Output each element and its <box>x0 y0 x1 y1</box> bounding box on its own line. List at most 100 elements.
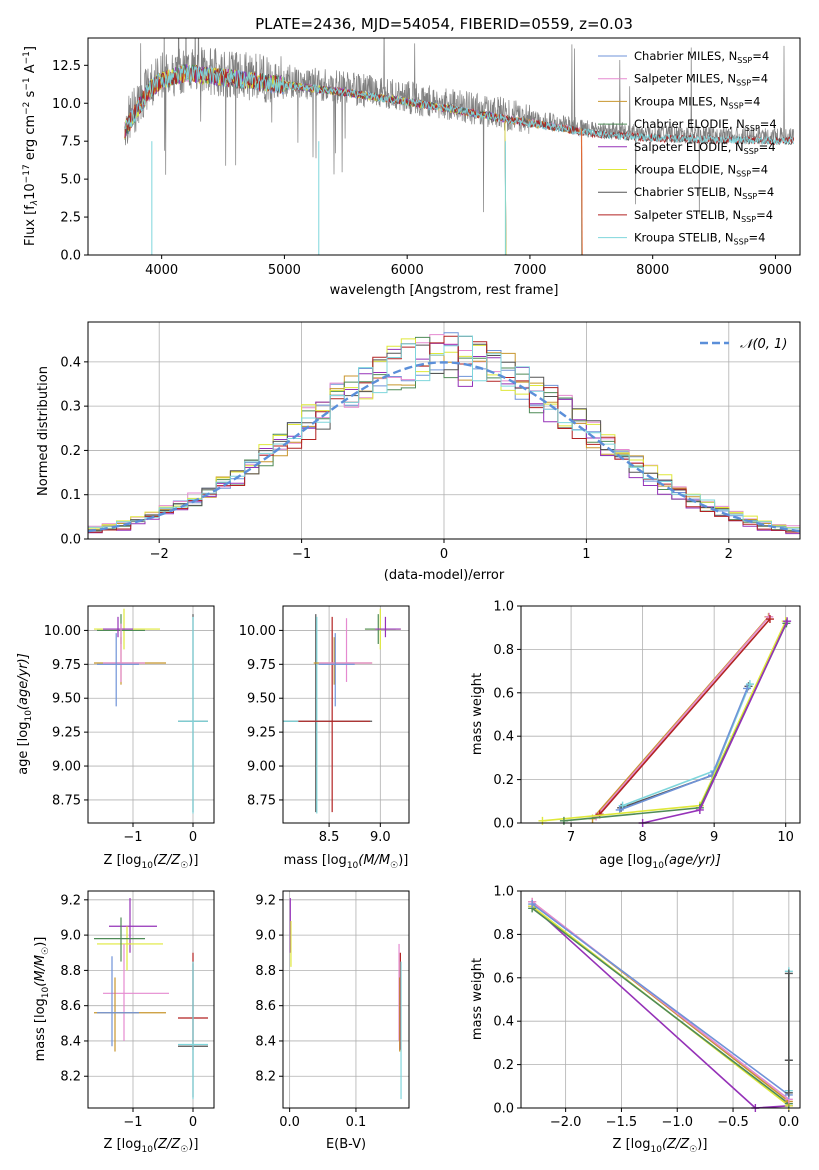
weight_vs_age-xtick-label: 8 <box>638 830 646 845</box>
spectrum-ytick-label: 2.5 <box>60 211 81 226</box>
mass_vs_Z-ytick-label: 8.4 <box>60 1034 81 1049</box>
mass_vs_Z-axes: −1 0 8.2 8.4 8.6 8.8 9.0 9.2 Z [log10(Z/Z☉)] mass… <box>33 890 215 1155</box>
age-vs-Z-xlabel: Z [log10(Z/Z☉)] <box>104 853 199 871</box>
weight_vs_Z-series-line <box>531 901 790 1100</box>
weight_vs_age-axes: 7 8 9 10 0.0 0.2 0.4 0.6 0.8 1.0 age [log10(age/yr… <box>470 600 801 871</box>
weight_vs_Z-xtick-label: −2.0 <box>550 1115 582 1130</box>
residuals-hist-line <box>88 335 800 532</box>
weight_vs_age-ytick-label: 0.6 <box>493 686 514 701</box>
weight_vs_Z-frame <box>520 890 801 1109</box>
spectrum-legend-label: Kroupa ELODIE, NSSP=4 <box>634 163 768 179</box>
mass_vs_Z-ytick-label: 8.6 <box>60 999 81 1014</box>
weight-vs-Z-ylabel: mass weight <box>470 958 485 1040</box>
spectrum-legend-label: Kroupa MILES, NSSP=4 <box>634 94 760 110</box>
weight-vs-Z-xlabel: Z [log10(Z/Z☉)] <box>613 1137 708 1155</box>
spectrum-legend-label: Salpeter STELIB, NSSP=4 <box>634 208 773 224</box>
residuals-ytick-label: 0.3 <box>60 400 81 415</box>
mass_vs_ebv-ytick-label: 9.2 <box>255 893 276 908</box>
residuals-normal-curve <box>87 361 801 533</box>
age_vs_mass-ytick-label: 9.25 <box>247 726 276 741</box>
mass_vs_ebv-frame <box>282 890 410 1109</box>
residuals-ylabel: Normed distribution <box>36 366 51 496</box>
residuals-xtick-label: 0 <box>440 547 448 562</box>
age_vs_mass-ytick-label: 8.75 <box>247 793 276 808</box>
weight_vs_Z-series-line <box>531 907 790 1105</box>
weight_vs_Z-ytick-label: 0.8 <box>493 928 514 943</box>
weight_vs_Z-ytick-label: 0.4 <box>493 1015 514 1030</box>
mass-vs-Z-xlabel: Z [log10(Z/Z☉)] <box>104 1137 199 1155</box>
spectrum-ylabel: Flux [fλ10−17 erg cm−2 s−1 A−1] <box>22 46 40 246</box>
spectrum-cutoff-line <box>580 129 583 256</box>
age-vs-Z-ylabel: age [log10(age/yr)] <box>16 653 34 775</box>
mass-vs-ebv-xlabel: E(B-V) <box>326 1137 366 1152</box>
spectrum-xtick-label: 4000 <box>145 263 178 278</box>
mass_vs_ebv-xtick-label: 0.0 <box>279 1115 300 1130</box>
mass_vs_ebv-axes: 0.0 0.1 8.2 8.4 8.6 8.8 9.0 9.2 E(B-V) <box>255 890 410 1152</box>
mass_vs_Z-ytick-label: 9.2 <box>60 893 81 908</box>
mass_vs_ebv-ytick-label: 8.2 <box>255 1070 276 1085</box>
weight_vs_Z-series-line <box>531 903 790 1096</box>
weight_vs_age-series-line <box>595 616 770 818</box>
residuals-legend-label: 𝒩(0, 1) <box>740 337 787 352</box>
spectrum-frame <box>87 37 801 256</box>
weight_vs_Z-xtick-label: −1.5 <box>606 1115 638 1130</box>
spectrum-xtick-label: 7000 <box>513 263 546 278</box>
spectrum-xlabel: wavelength [Angstrom, rest frame] <box>330 283 559 298</box>
weight_vs_Z-axes: −2.0 −1.5 −1.0 −0.5 0.0 0.0 0.2 0.4 0.6 0.8 1.0 Z [… <box>470 885 801 1155</box>
age_vs_mass-ytick-label: 9.00 <box>247 760 276 775</box>
weight_vs_age-xtick-label: 9 <box>710 830 718 845</box>
residuals-xtick-label: 1 <box>582 547 590 562</box>
age-vs-mass-xlabel: mass [log10(M/M☉)] <box>284 853 409 871</box>
mass_vs_ebv-ytick-label: 9.0 <box>255 929 276 944</box>
spectrum-ytick-label: 7.5 <box>60 135 81 150</box>
age_vs_mass-ytick-label: 9.50 <box>247 692 276 707</box>
mass_vs_ebv-ytick-label: 8.6 <box>255 999 276 1014</box>
weight_vs_age-point-marker <box>743 684 752 693</box>
age_vs_Z-frame <box>87 605 215 824</box>
weight_vs_Z-point-marker <box>784 969 793 978</box>
weight_vs_Z-point-marker <box>784 1056 793 1065</box>
spectrum-legend-label: Chabrier STELIB, NSSP=4 <box>634 185 774 201</box>
weight_vs_age-xtick-label: 7 <box>567 830 575 845</box>
residuals-ytick-label: 0.4 <box>60 355 81 370</box>
weight_vs_age-ytick-label: 0.2 <box>493 773 514 788</box>
age_vs_mass-xtick-label: 8.5 <box>319 830 340 845</box>
age_vs_mass-ytick-label: 10.00 <box>239 624 276 639</box>
spectrum-ytick-label: 10.0 <box>52 97 81 112</box>
weight_vs_Z-point-marker <box>528 900 537 909</box>
age_vs_Z-ytick-label: 8.75 <box>52 793 81 808</box>
weight_vs_Z-ytick-label: 1.0 <box>493 885 514 900</box>
weight_vs_Z-xtick-label: 0.0 <box>778 1115 799 1130</box>
weight_vs_Z-point-marker <box>784 1088 793 1097</box>
mass_vs_ebv-ytick-label: 8.4 <box>255 1034 276 1049</box>
spectrum-legend-label: Salpeter ELODIE, NSSP=4 <box>634 140 776 156</box>
weight_vs_age-frame <box>520 605 801 824</box>
mass_vs_Z-frame <box>87 890 215 1109</box>
age_vs_Z-ytick-label: 9.50 <box>52 692 81 707</box>
spectrum-xtick-label: 5000 <box>268 263 301 278</box>
mass_vs_Z-xtick-label: −1 <box>123 1115 142 1130</box>
weight-vs-age-ylabel: mass weight <box>470 673 485 755</box>
weight_vs_age-series-line <box>599 618 771 815</box>
weight_vs_Z-ytick-label: 0.2 <box>493 1058 514 1073</box>
residuals-axes: −2 −1 0 1 2 0.0 0.1 0.2 0.3 0.4 𝒩(0, 1) (data-model… <box>36 321 801 583</box>
age_vs_Z-axes: −1 0 8.75 9.00 9.25 9.50 9.75 10.00 Z [log10(Z/Z… <box>16 605 215 871</box>
age_vs_Z-ytick-label: 9.25 <box>52 726 81 741</box>
weight_vs_Z-xtick-label: −1.0 <box>661 1115 693 1130</box>
weight_vs_Z-xtick-label: −0.5 <box>717 1115 749 1130</box>
residuals-ytick-label: 0.1 <box>60 488 81 503</box>
weight_vs_age-xtick-label: 10 <box>777 830 794 845</box>
mass_vs_ebv-xtick-label: 0.1 <box>346 1115 367 1130</box>
age_vs_Z-ytick-label: 9.75 <box>52 658 81 673</box>
figure-title: PLATE=2436, MJD=54054, FIBERID=0559, z=0… <box>255 15 633 33</box>
weight-vs-age-xlabel: age [log10(age/yr)] <box>599 853 721 871</box>
mass_vs_Z-ytick-label: 8.2 <box>60 1070 81 1085</box>
spectrum-xtick-label: 9000 <box>759 263 792 278</box>
weight_vs_age-point-marker <box>745 680 754 689</box>
weight_vs_age-point-marker <box>695 805 704 814</box>
mass_vs_Z-xtick-label: 0 <box>189 1115 197 1130</box>
mass_vs_ebv-ytick-label: 8.8 <box>255 964 276 979</box>
spectrum-legend-label: Chabrier ELODIE, NSSP=4 <box>634 117 777 133</box>
age_vs_Z-xtick-label: 0 <box>189 830 197 845</box>
spectrum-xtick-label: 6000 <box>391 263 424 278</box>
